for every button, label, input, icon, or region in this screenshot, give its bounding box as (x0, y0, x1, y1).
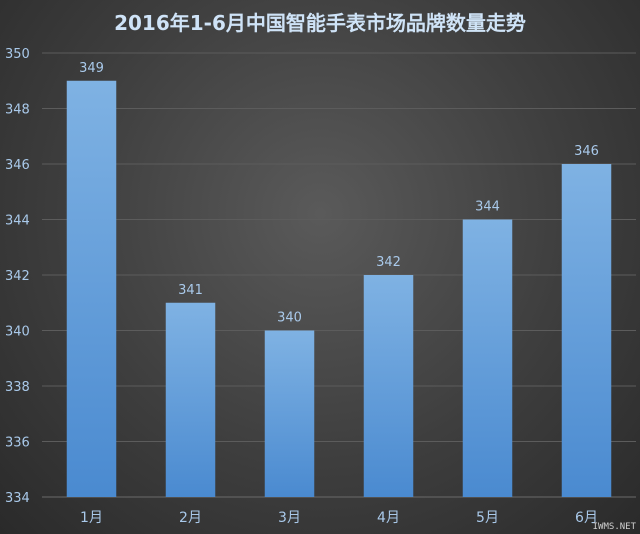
y-tick-label: 346 (5, 158, 30, 173)
x-tick-label: 5月 (476, 510, 499, 526)
bar (264, 330, 315, 497)
bar (462, 219, 513, 497)
x-tick-label: 2月 (179, 510, 202, 526)
bar (363, 275, 414, 497)
y-tick-label: 336 (5, 436, 30, 451)
data-label: 342 (376, 255, 401, 270)
data-labels: 349 341 340 342 344 346 (79, 61, 599, 326)
bar (66, 80, 117, 497)
y-tick-label: 334 (5, 491, 30, 506)
bars (66, 80, 612, 497)
y-axis-ticks: 334 336 338 340 342 344 346 348 350 (5, 47, 30, 506)
chart-title: 2016年1-6月中国智能手表市场品牌数量走势 (114, 11, 526, 35)
x-tick-label: 4月 (377, 510, 400, 526)
x-tick-label: 6月 (575, 510, 598, 526)
data-label: 344 (475, 200, 500, 215)
bar (165, 302, 216, 497)
y-tick-label: 348 (5, 103, 30, 118)
bar (561, 164, 612, 497)
y-tick-label: 340 (5, 325, 30, 340)
data-label: 341 (178, 283, 203, 298)
grid-lines (42, 52, 636, 498)
y-tick-label: 344 (5, 214, 30, 229)
x-tick-label: 3月 (278, 510, 301, 526)
x-tick-label: 1月 (80, 510, 103, 526)
data-label: 346 (574, 144, 599, 159)
data-label: 349 (79, 61, 104, 76)
y-tick-label: 338 (5, 380, 30, 395)
watermark-text: IWMS.NET (593, 522, 637, 532)
x-axis-ticks: 1月 2月 3月 4月 5月 6月 (80, 510, 598, 526)
y-tick-label: 342 (5, 269, 30, 284)
data-label: 340 (277, 311, 302, 326)
y-tick-label: 350 (5, 47, 30, 62)
